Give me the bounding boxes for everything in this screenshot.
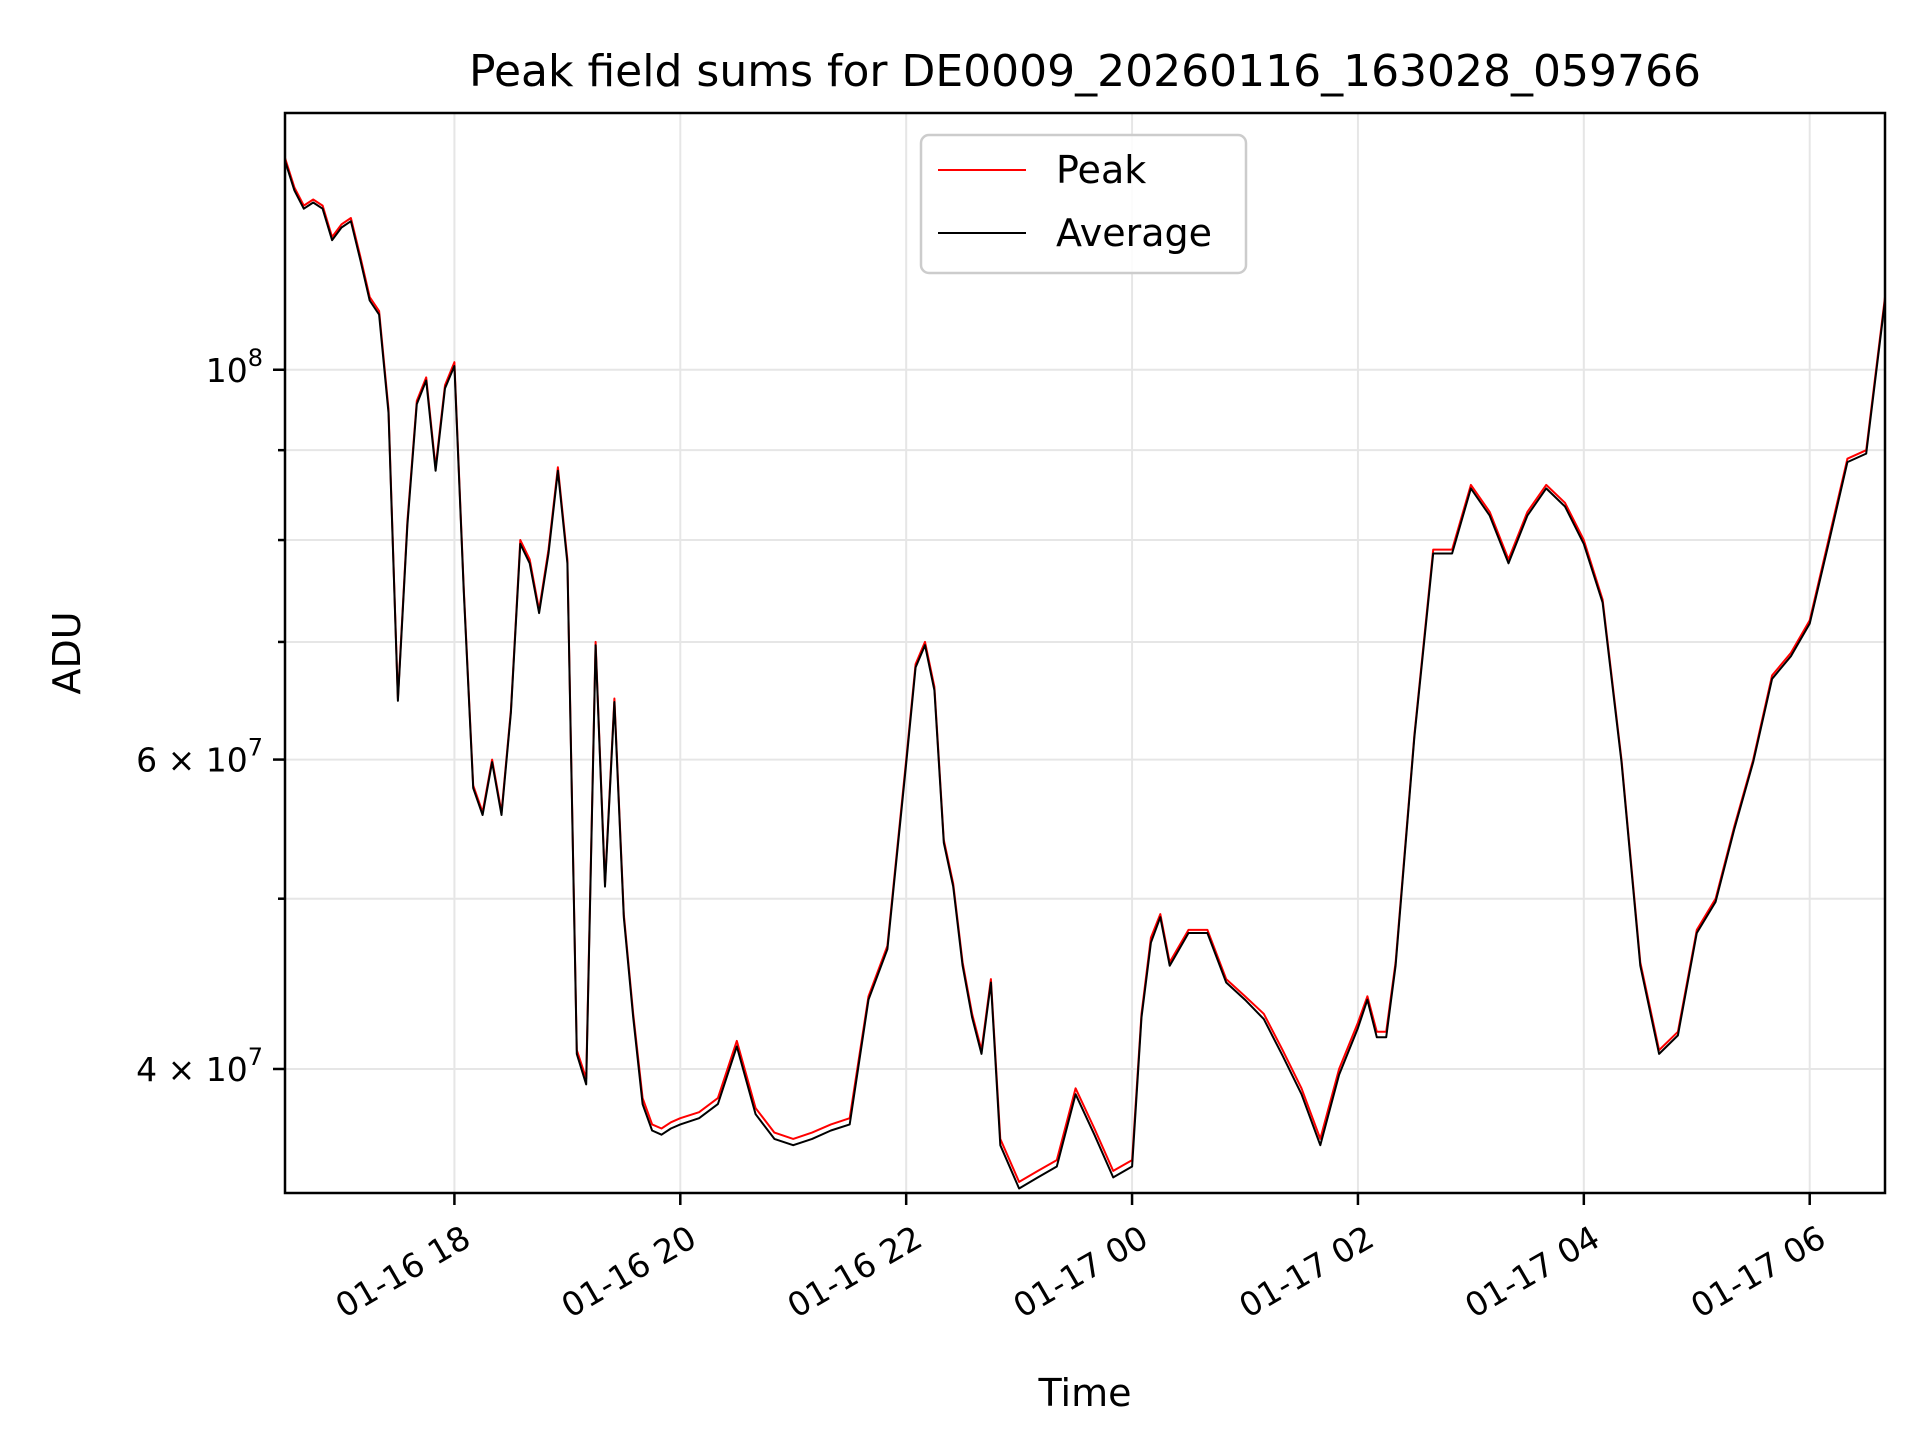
- y-tick-label-base: 10: [206, 351, 248, 390]
- y-tick-label-base: 6 × 10: [136, 741, 248, 780]
- x-axis-label: Time: [1038, 1371, 1132, 1415]
- y-tick-label: 108: [206, 344, 263, 390]
- legend-label-average: Average: [1056, 211, 1212, 255]
- series-line-average: [285, 160, 1885, 1190]
- y-tick-label: 6 × 107: [136, 734, 263, 780]
- plot-frame: [283, 111, 1887, 1195]
- series-lines: [285, 157, 1885, 1190]
- y-tick-label-exponent: 8: [248, 344, 263, 372]
- y-tick-label: 4 × 107: [136, 1043, 263, 1089]
- y-tick-label-base: 4 × 10: [136, 1050, 248, 1089]
- legend-label-peak: Peak: [1056, 148, 1146, 192]
- chart-title: Peak field sums for DE0009_20260116_1630…: [469, 46, 1701, 97]
- y-tick-label-exponent: 7: [248, 1043, 263, 1071]
- legend: Peak Average: [919, 133, 1248, 275]
- grid: [285, 113, 1885, 1193]
- y-tick-label-exponent: 7: [248, 734, 263, 762]
- y-axis-label: ADU: [45, 611, 89, 694]
